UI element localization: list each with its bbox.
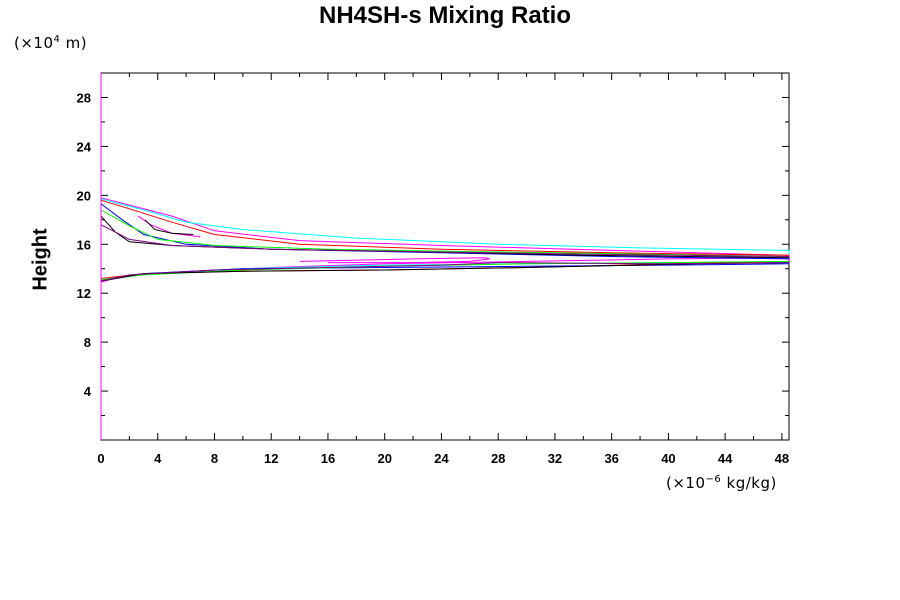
x-tick-label: 16 [321,451,335,466]
y-tick-label: 20 [77,188,91,203]
x-tick-label: 0 [97,451,104,466]
x-tick-label: 48 [775,451,789,466]
x-tick-label: 8 [211,451,218,466]
y-tick-label: 24 [77,139,92,154]
x-tick-label: 40 [661,451,675,466]
y-tick-label: 16 [77,237,91,252]
series-line [144,219,194,235]
chart-title: NH4SH-s Mixing Ratio [318,2,572,29]
x-tick-label: 4 [154,451,162,466]
series-line [299,257,490,264]
x-tick-label: 24 [434,451,449,466]
series-line [137,215,201,238]
series-line [100,224,790,282]
x-axis-unit: (×10−6 kg/kg) [666,474,777,492]
y-axis-unit: (×104 m) [14,34,88,52]
y-tick-label: 28 [77,90,91,105]
x-tick-label: 32 [548,451,562,466]
x-tick-label: 20 [377,451,391,466]
x-tick-label: 44 [718,451,733,466]
series-line [100,197,790,283]
series-line [100,198,790,281]
x-tick-label: 28 [491,451,505,466]
x-tick-label: 12 [264,451,278,466]
y-tick-label: 12 [77,286,91,301]
y-tick-label: 8 [84,335,91,350]
x-tick-label: 36 [604,451,618,466]
y-tick-label: 4 [84,384,92,399]
